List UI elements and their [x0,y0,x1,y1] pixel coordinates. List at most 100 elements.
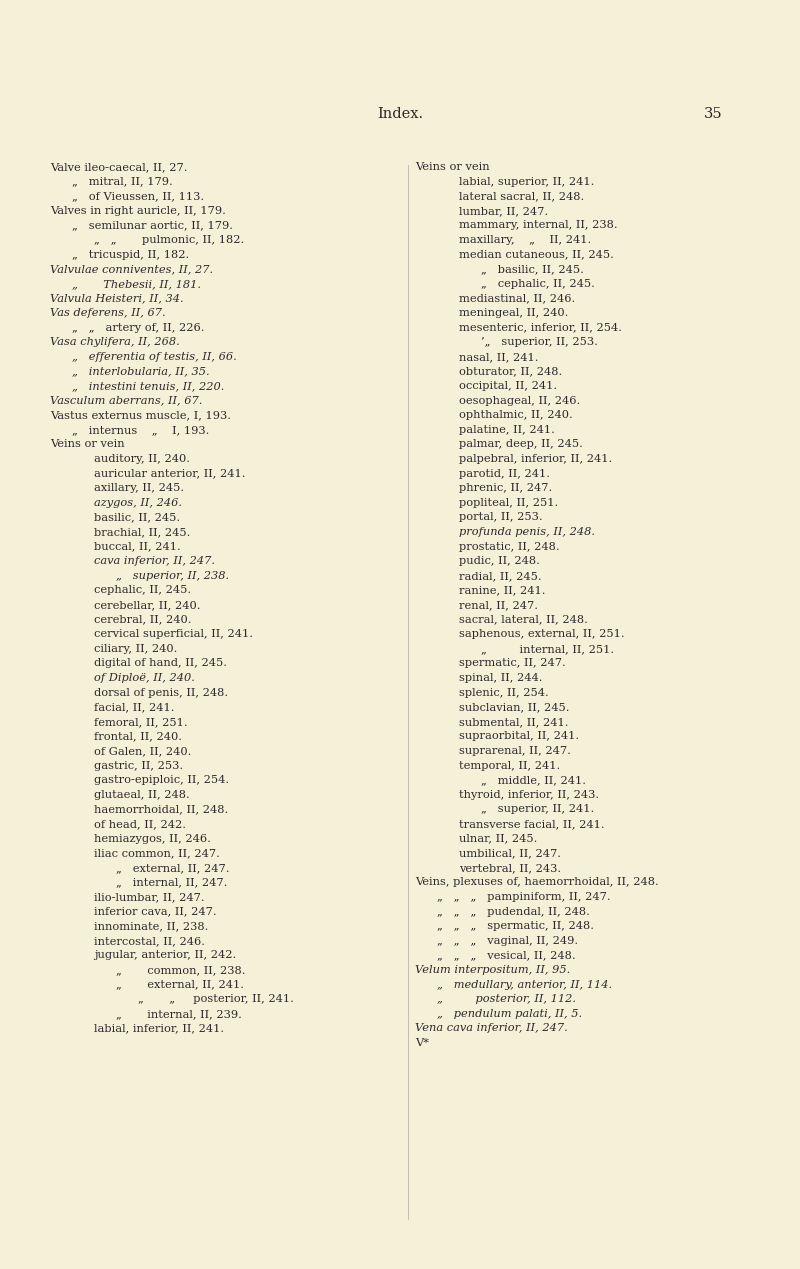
Text: nasal, II, 241.: nasal, II, 241. [459,352,538,362]
Text: ulnar, II, 245.: ulnar, II, 245. [459,834,538,844]
Text: palmar, deep, II, 245.: palmar, deep, II, 245. [459,439,583,449]
Text: „   medullary, anterior, II, 114.: „ medullary, anterior, II, 114. [437,980,612,990]
Text: profunda penis, II, 248.: profunda penis, II, 248. [459,527,595,537]
Text: transverse facial, II, 241.: transverse facial, II, 241. [459,819,605,829]
Text: „   „   „   vesical, II, 248.: „ „ „ vesical, II, 248. [437,950,576,961]
Text: Vas deferens, II, 67.: Vas deferens, II, 67. [50,308,166,319]
Text: renal, II, 247.: renal, II, 247. [459,600,538,610]
Text: „   „   „   spermatic, II, 248.: „ „ „ spermatic, II, 248. [437,921,594,931]
Text: Veins or vein: Veins or vein [50,439,125,449]
Text: palpebral, inferior, II, 241.: palpebral, inferior, II, 241. [459,454,612,464]
Text: „   tricuspid, II, 182.: „ tricuspid, II, 182. [72,250,190,260]
Text: 35: 35 [704,107,722,121]
Text: Vasculum aberrans, II, 67.: Vasculum aberrans, II, 67. [50,396,202,406]
Text: „   interlobularia, II, 35.: „ interlobularia, II, 35. [72,367,210,377]
Text: ciliary, II, 240.: ciliary, II, 240. [94,643,178,654]
Text: Velum interpositum, II, 95.: Velum interpositum, II, 95. [415,964,570,975]
Text: ophthalmic, II, 240.: ophthalmic, II, 240. [459,410,573,420]
Text: „   „   artery of, II, 226.: „ „ artery of, II, 226. [72,322,205,332]
Text: auricular anterior, II, 241.: auricular anterior, II, 241. [94,468,246,478]
Text: lumbar, II, 247.: lumbar, II, 247. [459,206,548,216]
Text: ranine, II, 241.: ranine, II, 241. [459,585,546,595]
Text: auditory, II, 240.: auditory, II, 240. [94,454,190,464]
Text: „   efferentia of testis, II, 66.: „ efferentia of testis, II, 66. [72,352,237,362]
Text: phrenic, II, 247.: phrenic, II, 247. [459,483,552,494]
Text: vertebral, II, 243.: vertebral, II, 243. [459,863,561,873]
Text: femoral, II, 251.: femoral, II, 251. [94,717,188,727]
Text: radial, II, 245.: radial, II, 245. [459,571,542,581]
Text: „   cephalic, II, 245.: „ cephalic, II, 245. [481,279,595,289]
Text: „   „   „   vaginal, II, 249.: „ „ „ vaginal, II, 249. [437,935,578,945]
Text: „         posterior, II, 112.: „ posterior, II, 112. [437,994,576,1004]
Text: pudic, II, 248.: pudic, II, 248. [459,556,540,566]
Text: intercostal, II, 246.: intercostal, II, 246. [94,935,205,945]
Text: „         internal, II, 251.: „ internal, II, 251. [481,643,614,654]
Text: mesenteric, inferior, II, 254.: mesenteric, inferior, II, 254. [459,322,622,332]
Text: submental, II, 241.: submental, II, 241. [459,717,569,727]
Text: occipital, II, 241.: occipital, II, 241. [459,381,557,391]
Text: mammary, internal, II, 238.: mammary, internal, II, 238. [459,221,618,231]
Text: saphenous, external, II, 251.: saphenous, external, II, 251. [459,629,625,640]
Text: „   superior, II, 241.: „ superior, II, 241. [481,805,594,815]
Text: spermatic, II, 247.: spermatic, II, 247. [459,659,566,669]
Text: „   external, II, 247.: „ external, II, 247. [116,863,230,873]
Text: gastric, II, 253.: gastric, II, 253. [94,760,183,770]
Text: mediastinal, II, 246.: mediastinal, II, 246. [459,293,575,303]
Text: inferior cava, II, 247.: inferior cava, II, 247. [94,906,217,916]
Text: „       external, II, 241.: „ external, II, 241. [116,980,244,990]
Text: Valves in right auricle, II, 179.: Valves in right auricle, II, 179. [50,206,226,216]
Text: hemiazygos, II, 246.: hemiazygos, II, 246. [94,834,211,844]
Text: of Diploë, II, 240.: of Diploë, II, 240. [94,673,195,683]
Text: supraorbital, II, 241.: supraorbital, II, 241. [459,731,579,741]
Text: „       Thebesii, II, 181.: „ Thebesii, II, 181. [72,279,201,289]
Text: „   of Vieussen, II, 113.: „ of Vieussen, II, 113. [72,192,204,202]
Text: sacral, lateral, II, 248.: sacral, lateral, II, 248. [459,614,588,624]
Text: „   basilic, II, 245.: „ basilic, II, 245. [481,264,584,274]
Text: axillary, II, 245.: axillary, II, 245. [94,483,184,494]
Text: thyroid, inferior, II, 243.: thyroid, inferior, II, 243. [459,789,599,799]
Text: haemorrhoidal, II, 248.: haemorrhoidal, II, 248. [94,805,228,815]
Text: „   pendulum palati, II, 5.: „ pendulum palati, II, 5. [437,1009,582,1019]
Text: maxillary,    „    II, 241.: maxillary, „ II, 241. [459,235,591,245]
Text: umbilical, II, 247.: umbilical, II, 247. [459,848,561,858]
Text: lateral sacral, II, 248.: lateral sacral, II, 248. [459,192,584,202]
Text: Index.: Index. [377,107,423,121]
Text: digital of hand, II, 245.: digital of hand, II, 245. [94,659,227,669]
Text: brachial, II, 245.: brachial, II, 245. [94,527,190,537]
Text: „   middle, II, 241.: „ middle, II, 241. [481,775,586,786]
Text: ilio-lumbar, II, 247.: ilio-lumbar, II, 247. [94,892,205,902]
Text: Valvula Heisteri, II, 34.: Valvula Heisteri, II, 34. [50,293,184,303]
Text: V*: V* [415,1038,429,1048]
Text: „   mitral, II, 179.: „ mitral, II, 179. [72,176,173,187]
Text: cephalic, II, 245.: cephalic, II, 245. [94,585,191,595]
Text: Vastus externus muscle, I, 193.: Vastus externus muscle, I, 193. [50,410,231,420]
Text: dorsal of penis, II, 248.: dorsal of penis, II, 248. [94,688,228,698]
Text: glutaeal, II, 248.: glutaeal, II, 248. [94,789,190,799]
Text: oesophageal, II, 246.: oesophageal, II, 246. [459,396,580,406]
Text: median cutaneous, II, 245.: median cutaneous, II, 245. [459,250,614,260]
Text: cava inferior, II, 247.: cava inferior, II, 247. [94,556,215,566]
Text: cerebral, II, 240.: cerebral, II, 240. [94,614,191,624]
Text: cervical superficial, II, 241.: cervical superficial, II, 241. [94,629,253,640]
Text: labial, superior, II, 241.: labial, superior, II, 241. [459,176,594,187]
Text: azygos, II, 246.: azygos, II, 246. [94,497,182,508]
Text: „   „   „   pampiniform, II, 247.: „ „ „ pampiniform, II, 247. [437,892,610,902]
Text: popliteal, II, 251.: popliteal, II, 251. [459,497,558,508]
Text: Valve ileo-caecal, II, 27.: Valve ileo-caecal, II, 27. [50,162,187,173]
Text: Veins or vein: Veins or vein [415,162,490,173]
Text: labial, inferior, II, 241.: labial, inferior, II, 241. [94,1023,224,1033]
Text: „   „       pulmonic, II, 182.: „ „ pulmonic, II, 182. [94,235,244,245]
Text: innominate, II, 238.: innominate, II, 238. [94,921,208,931]
Text: „   semilunar aortic, II, 179.: „ semilunar aortic, II, 179. [72,221,233,231]
Text: temporal, II, 241.: temporal, II, 241. [459,760,560,770]
Text: iliac common, II, 247.: iliac common, II, 247. [94,848,220,858]
Text: „   „   „   pudendal, II, 248.: „ „ „ pudendal, II, 248. [437,906,590,916]
Text: suprarenal, II, 247.: suprarenal, II, 247. [459,746,571,756]
Text: prostatic, II, 248.: prostatic, II, 248. [459,542,560,552]
Text: of head, II, 242.: of head, II, 242. [94,819,186,829]
Text: Veins, plexuses of, haemorrhoidal, II, 248.: Veins, plexuses of, haemorrhoidal, II, 2… [415,877,658,887]
Text: buccal, II, 241.: buccal, II, 241. [94,542,181,552]
Text: „       „     posterior, II, 241.: „ „ posterior, II, 241. [138,994,294,1004]
Text: Valvulae conniventes, II, 27.: Valvulae conniventes, II, 27. [50,264,213,274]
Text: „   internus    „    I, 193.: „ internus „ I, 193. [72,425,210,435]
